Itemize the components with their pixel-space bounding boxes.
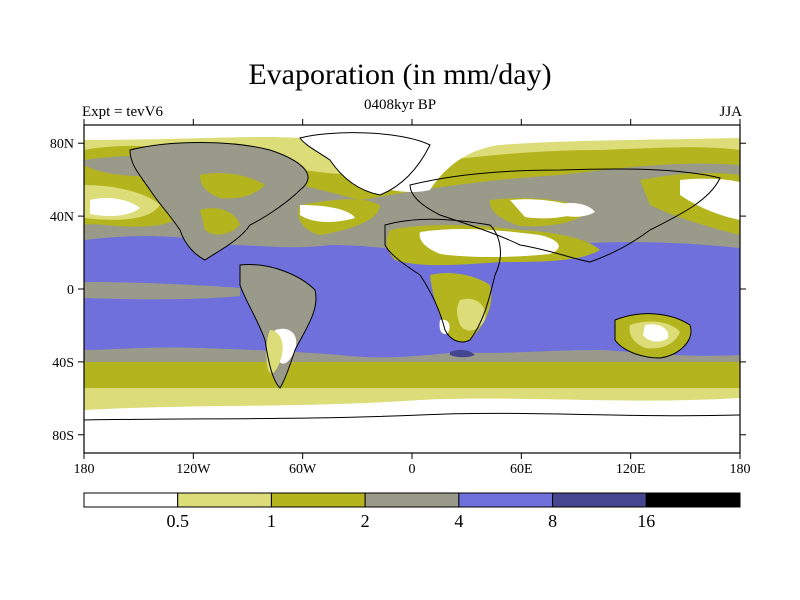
map-title: Evaporation (in mm/day) xyxy=(248,58,552,91)
longitude-axis: 180 120W 60W 0 60E 120E 180 xyxy=(74,119,751,477)
greenland-white xyxy=(300,132,430,195)
experiment-label: Expt = tevV6 xyxy=(82,104,163,120)
lat-tick-label: 0 xyxy=(67,283,74,298)
lat-tick-label: 40S xyxy=(52,356,74,371)
colorbar: 0.5 1 2 4 8 16 xyxy=(83,492,741,531)
north-america-gray xyxy=(130,142,309,260)
colorbar-box xyxy=(552,492,647,508)
colorbar-box xyxy=(270,492,366,508)
lon-tick-label: 120W xyxy=(176,462,211,477)
colorbar-label: 2 xyxy=(361,511,370,531)
colorbar-label: 4 xyxy=(454,511,463,531)
coastlines xyxy=(84,132,740,421)
equatorial-gray-gap xyxy=(84,282,240,300)
north-atlantic-white xyxy=(300,205,355,222)
tibet-white xyxy=(555,202,595,217)
colorbar-label: 0.5 xyxy=(166,511,189,531)
latitude-axis: 80N 40N 0 40S 80S xyxy=(50,137,746,444)
south-america-gray xyxy=(240,264,316,388)
sahara-white xyxy=(419,228,559,257)
sa-yellow-patch xyxy=(266,330,283,374)
season-label: JJA xyxy=(719,104,742,120)
colorbar-label: 16 xyxy=(637,511,655,531)
australia-white xyxy=(643,324,669,342)
map-subtitle: 0408kyr BP xyxy=(363,97,437,113)
lon-tick-label: 60E xyxy=(510,462,533,477)
antarctica-white xyxy=(84,398,740,453)
lon-tick-label: 180 xyxy=(74,462,95,477)
colorbar-label: 8 xyxy=(548,511,557,531)
ne-white xyxy=(680,178,740,220)
lon-tick-label: 0 xyxy=(409,462,416,477)
colorbar-label: 1 xyxy=(267,511,276,531)
lon-tick-label: 60W xyxy=(289,462,317,477)
na-olive-patch xyxy=(200,173,265,199)
colorbar-box xyxy=(364,492,460,508)
lat-tick-label: 40N xyxy=(50,210,74,225)
na-olive-patch-2 xyxy=(200,208,240,235)
colorbar-box xyxy=(645,492,741,508)
map-plot-area xyxy=(84,125,740,453)
colorbar-box xyxy=(177,492,272,508)
lon-tick-label: 180 xyxy=(730,462,751,477)
lat-tick-label: 80S xyxy=(52,429,74,444)
colorbar-box xyxy=(458,492,554,508)
colorbar-box xyxy=(83,492,179,508)
north-pacific-white xyxy=(90,197,140,216)
lon-tick-label: 120E xyxy=(616,462,646,477)
south-africa-yellow xyxy=(457,298,486,331)
lat-tick-label: 80N xyxy=(50,137,74,152)
dark-blue-patch xyxy=(450,349,475,358)
